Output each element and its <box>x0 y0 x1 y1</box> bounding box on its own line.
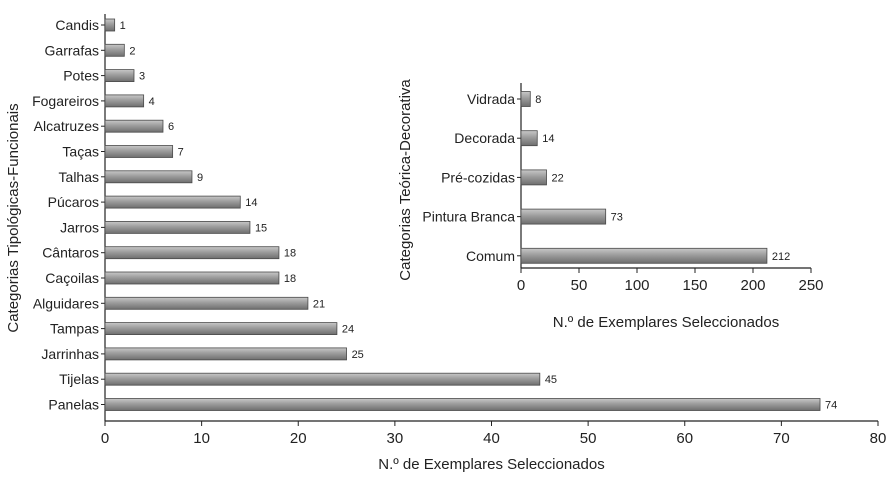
category-label: Pintura Branca <box>422 209 515 225</box>
category-label: Pré-cozidas <box>441 169 515 185</box>
x-tick-label: 100 <box>624 277 649 294</box>
x-tick-label: 200 <box>740 277 765 294</box>
data-label: 15 <box>255 222 267 234</box>
category-label: Púcaros <box>48 194 99 210</box>
data-label: 212 <box>772 251 790 263</box>
data-label: 18 <box>284 273 296 285</box>
category-label: Vidrada <box>467 91 515 107</box>
category-label: Jarros <box>60 219 99 235</box>
category-label: Panelas <box>48 397 99 413</box>
x-tick-label: 80 <box>870 430 887 447</box>
bar <box>520 130 538 147</box>
category-label: Garrafas <box>45 42 99 58</box>
bar <box>104 246 280 260</box>
x-axis-title: N.º de Exemplares Seleccionados <box>553 314 779 331</box>
data-label: 74 <box>825 400 837 412</box>
bar <box>104 69 135 82</box>
x-tick-label: 70 <box>773 430 790 447</box>
data-label: 14 <box>245 197 257 209</box>
bar <box>520 169 547 186</box>
category-label: Talhas <box>59 169 99 185</box>
bar <box>104 195 241 209</box>
main-chart: Candis 1 Garrafas 2 Potes 3 Fogareiros 4 Alcatru… <box>5 14 886 473</box>
bar <box>104 296 309 310</box>
data-label: 2 <box>129 45 135 57</box>
category-label: Cântaros <box>42 245 99 261</box>
category-label: Candis <box>55 17 99 33</box>
x-tick-label: 150 <box>682 277 707 294</box>
x-tick-label: 20 <box>290 430 307 447</box>
x-tick-label: 250 <box>798 277 823 294</box>
data-label: 14 <box>542 133 554 145</box>
x-axis-title: N.º de Exemplares Seleccionados <box>378 456 604 473</box>
x-tick-label: 30 <box>387 430 404 447</box>
category-label: Tampas <box>50 321 99 337</box>
x-tick-label: 60 <box>676 430 693 447</box>
bar <box>104 94 145 108</box>
bar <box>104 347 347 361</box>
data-label: 6 <box>168 121 174 133</box>
bar <box>520 91 531 107</box>
x-tick-label: 40 <box>483 430 500 447</box>
category-label: Tijelas <box>59 371 99 387</box>
bar <box>520 247 768 264</box>
data-label: 18 <box>284 248 296 260</box>
data-label: 25 <box>352 349 364 361</box>
category-label: Taças <box>62 144 99 160</box>
bar <box>104 170 193 184</box>
bar <box>104 322 338 336</box>
category-label: Alguidares <box>33 295 99 311</box>
data-label: 21 <box>313 298 325 310</box>
y-axis-title: Categorias Tipológicas-Funcionais <box>5 103 22 332</box>
data-label: 24 <box>342 324 354 336</box>
x-tick-label: 0 <box>517 277 525 294</box>
data-label: 22 <box>552 172 564 184</box>
category-label: Jarrinhas <box>41 346 99 362</box>
bar <box>104 220 251 234</box>
category-label: Fogareiros <box>32 93 99 109</box>
category-label: Decorada <box>454 130 515 146</box>
data-label: 45 <box>545 374 557 386</box>
category-label: Comum <box>466 248 515 264</box>
bar <box>104 18 116 32</box>
bar <box>104 398 821 411</box>
data-label: 73 <box>611 212 623 224</box>
category-label: Caçoilas <box>45 270 99 286</box>
x-tick-label: 50 <box>571 277 588 294</box>
data-label: 3 <box>139 71 145 83</box>
bar <box>520 208 607 225</box>
bar <box>104 271 280 285</box>
data-label: 9 <box>197 172 203 184</box>
data-label: 7 <box>178 147 184 159</box>
bar <box>104 119 164 133</box>
data-label: 8 <box>535 94 541 106</box>
category-label: Alcatruzes <box>34 118 99 134</box>
y-axis-title: Categorias Teórica-Decorativa <box>397 79 414 281</box>
inset-chart: Vidrada 8 Decorada 14 Pré-cozidas 22 Pintura B… <box>397 79 824 331</box>
category-label: Potes <box>63 68 99 84</box>
data-label: 4 <box>149 96 155 108</box>
bar <box>104 145 174 158</box>
data-label: 1 <box>120 20 126 32</box>
bar <box>104 43 125 57</box>
bar <box>104 372 541 386</box>
x-tick-label: 10 <box>193 430 210 447</box>
x-tick-label: 0 <box>101 430 109 447</box>
x-tick-label: 50 <box>580 430 597 447</box>
